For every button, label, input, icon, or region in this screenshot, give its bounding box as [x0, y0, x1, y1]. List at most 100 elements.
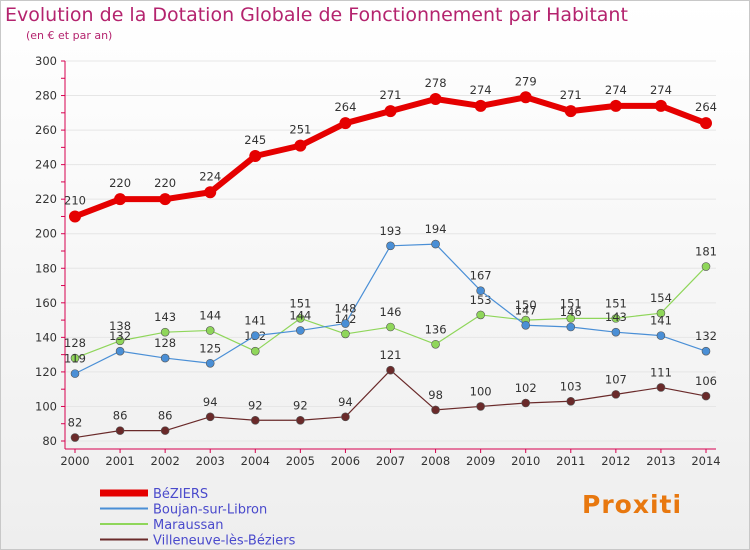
- x-tick-label: 2007: [376, 454, 405, 468]
- x-tick-label: 2000: [60, 454, 89, 468]
- data-point: [429, 93, 442, 105]
- data-point: [339, 117, 352, 130]
- y-tick-label: 180: [35, 261, 57, 275]
- y-tick-label: 220: [35, 192, 57, 206]
- data-label: 86: [158, 409, 173, 423]
- data-label: 82: [68, 416, 83, 430]
- data-point: [250, 415, 260, 425]
- legend-label: BéZIERS: [153, 487, 208, 502]
- data-point: [205, 326, 215, 335]
- x-tick-label: 2010: [511, 454, 540, 468]
- data-point: [611, 314, 621, 323]
- data-label: 278: [425, 76, 447, 90]
- x-tick-label: 2005: [286, 454, 315, 468]
- data-point: [159, 193, 172, 206]
- data-label: 146: [560, 305, 582, 319]
- data-point: [431, 339, 440, 349]
- data-label: 128: [154, 336, 176, 350]
- x-tick-label: 2002: [151, 454, 180, 468]
- y-tick-label: 100: [35, 399, 57, 413]
- data-point: [204, 186, 217, 199]
- data-label: 144: [199, 308, 221, 322]
- data-point: [386, 322, 395, 332]
- data-label: 103: [560, 379, 582, 393]
- data-label: 119: [64, 352, 86, 366]
- data-point: [386, 365, 395, 375]
- x-tick-label: 2013: [646, 454, 675, 468]
- x-tick-label: 2009: [466, 454, 495, 468]
- data-label: 141: [650, 314, 672, 328]
- data-point: [656, 383, 666, 392]
- x-tick-label: 2011: [556, 454, 585, 468]
- data-point: [294, 139, 307, 152]
- data-point: [249, 150, 262, 162]
- data-point: [566, 322, 576, 332]
- data-point: [250, 331, 260, 340]
- y-tick-label: 80: [42, 434, 57, 448]
- data-point: [476, 402, 485, 411]
- y-tick-label: 160: [35, 296, 57, 310]
- data-label: 150: [515, 298, 537, 312]
- x-tick-label: 2006: [331, 454, 360, 468]
- data-point: [654, 99, 667, 112]
- data-point: [115, 336, 125, 346]
- data-point: [519, 91, 532, 104]
- data-label: 86: [113, 409, 128, 423]
- data-label: 143: [154, 310, 176, 324]
- data-label: 136: [425, 322, 447, 336]
- data-label: 102: [515, 381, 537, 395]
- data-point: [250, 346, 260, 356]
- data-point: [160, 353, 170, 363]
- data-label: 146: [380, 305, 402, 319]
- data-point: [521, 398, 531, 408]
- data-label: 264: [334, 100, 356, 114]
- data-label: 274: [605, 83, 627, 97]
- data-label: 148: [334, 302, 356, 316]
- data-point: [474, 99, 487, 112]
- data-label: 153: [470, 293, 492, 307]
- data-label: 132: [109, 329, 131, 343]
- data-label: 143: [605, 310, 627, 324]
- data-point: [70, 353, 80, 363]
- x-tick-label: 2004: [241, 454, 270, 468]
- proxiti-logo: Proxiti: [582, 490, 683, 519]
- data-point: [656, 331, 666, 340]
- x-tick-label: 2003: [196, 454, 225, 468]
- x-tick-label: 2001: [105, 454, 134, 468]
- y-tick-label: 260: [35, 123, 57, 137]
- y-tick-label: 280: [35, 89, 57, 103]
- legend-label: Villeneuve-lès-Béziers: [153, 534, 296, 549]
- data-point: [701, 262, 711, 271]
- data-point: [341, 412, 350, 422]
- data-label: 194: [425, 222, 447, 236]
- data-point: [476, 310, 485, 320]
- data-label: 92: [248, 398, 263, 412]
- data-point: [296, 415, 305, 425]
- data-label: 274: [650, 83, 672, 97]
- data-point: [114, 193, 127, 206]
- data-label: 271: [560, 88, 582, 102]
- data-point: [611, 327, 621, 337]
- data-point: [431, 405, 440, 415]
- chart-title: Evolution de la Dotation Globale de Fonc…: [5, 4, 628, 26]
- legend-label: Boujan-sur-Libron: [153, 503, 267, 518]
- data-label: 151: [560, 296, 582, 310]
- data-point: [566, 396, 576, 406]
- data-point: [205, 358, 215, 368]
- data-point: [611, 390, 621, 399]
- data-label: 264: [695, 100, 717, 114]
- data-point: [566, 314, 576, 323]
- x-tick-label: 2014: [691, 454, 720, 468]
- data-label: 107: [605, 372, 627, 386]
- data-point: [296, 314, 305, 323]
- data-label: 106: [695, 374, 717, 388]
- data-point: [160, 426, 170, 435]
- data-label: 100: [470, 384, 492, 398]
- data-label: 128: [64, 336, 86, 350]
- y-tick-label: 120: [35, 365, 57, 379]
- data-point: [115, 426, 125, 435]
- y-tick-label: 200: [35, 227, 57, 241]
- data-point: [701, 346, 711, 356]
- data-label: 251: [289, 123, 311, 137]
